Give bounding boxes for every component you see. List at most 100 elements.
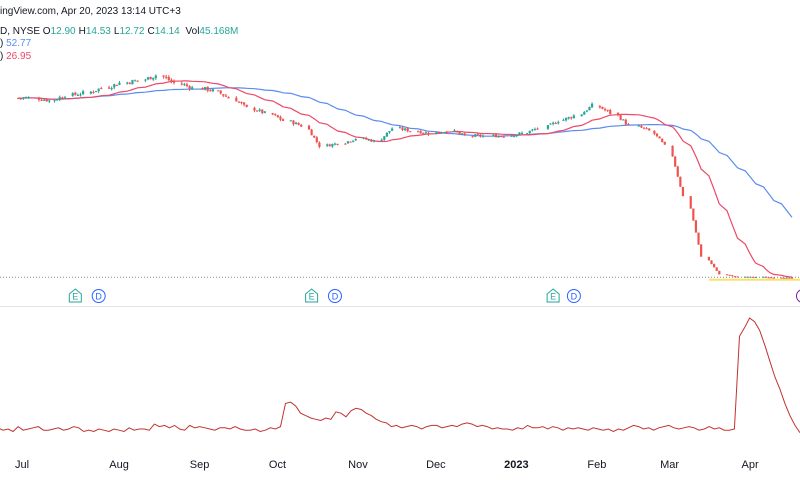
- dividend-marker: D: [91, 289, 106, 303]
- candle-body: [162, 75, 165, 77]
- candle: [352, 140, 355, 143]
- volume-label: Vol: [185, 26, 200, 37]
- candle: [362, 137, 365, 140]
- candle: [476, 132, 479, 136]
- candle-body: [590, 103, 594, 108]
- dividend-marker: D: [327, 289, 342, 303]
- candle-body: [780, 277, 783, 279]
- candle-body: [183, 84, 186, 86]
- candle-body: [383, 136, 386, 140]
- candle: [471, 135, 474, 138]
- candle: [572, 114, 575, 119]
- candle: [310, 128, 313, 136]
- candle: [242, 101, 246, 107]
- candle: [603, 107, 607, 112]
- ma-slow-legend[interactable]: ) 52.77: [0, 38, 31, 50]
- candle: [619, 114, 622, 121]
- x-tick-label: Jul: [15, 459, 29, 471]
- candle-body: [500, 136, 503, 138]
- candle-body: [474, 134, 477, 137]
- candle: [624, 118, 627, 126]
- candle: [43, 98, 46, 102]
- candle-body: [349, 141, 352, 143]
- candle: [479, 133, 482, 138]
- candle: [445, 130, 448, 134]
- candle-body: [513, 136, 516, 138]
- candle-body: [401, 127, 404, 130]
- candle: [165, 74, 168, 80]
- oscillator-pane[interactable]: [0, 317, 800, 433]
- candle-body: [326, 144, 329, 146]
- candle: [133, 79, 137, 82]
- candle-body: [274, 114, 277, 116]
- candle: [567, 116, 570, 120]
- ma-fast-legend[interactable]: ) 26.95: [0, 51, 31, 63]
- candle-body: [409, 131, 412, 133]
- candle-body: [588, 107, 591, 111]
- candle: [770, 276, 773, 279]
- candle-body: [367, 139, 370, 141]
- candle-body: [289, 120, 292, 122]
- candle: [715, 267, 718, 272]
- candle: [642, 127, 646, 130]
- candle-body: [564, 117, 568, 121]
- ma-slow-value: 52.77: [6, 38, 32, 49]
- dividend-badge: [91, 289, 106, 303]
- candle-body: [313, 135, 316, 138]
- candle-body: [554, 123, 557, 125]
- candle: [552, 121, 555, 126]
- candle-body: [533, 129, 537, 131]
- candle-body: [149, 76, 152, 80]
- candle-body: [549, 123, 552, 125]
- candle: [697, 232, 700, 245]
- candle-body: [219, 90, 222, 94]
- candle: [115, 84, 118, 86]
- ohlc-label-H: H: [78, 26, 86, 37]
- candle: [162, 75, 165, 79]
- marker-label: E: [550, 292, 556, 302]
- candle-body: [645, 128, 648, 130]
- candle: [279, 115, 282, 122]
- candle: [274, 113, 277, 116]
- candle-body: [567, 117, 570, 119]
- ohlc-value-C: 14.14: [154, 26, 180, 37]
- candle: [217, 90, 220, 92]
- candle-body: [263, 111, 266, 113]
- candle-body: [74, 92, 77, 95]
- ma-slow-line: [18, 87, 793, 218]
- candle-body: [424, 132, 427, 134]
- candle-body: [627, 124, 630, 126]
- candle: [185, 82, 189, 88]
- candle: [764, 276, 768, 278]
- candle-body: [609, 110, 612, 114]
- candle: [492, 133, 495, 137]
- candle-body: [240, 101, 243, 104]
- candle-body: [310, 129, 313, 136]
- candle: [590, 102, 594, 108]
- ohlc-label-C: C: [147, 26, 155, 37]
- candle-body: [785, 277, 788, 279]
- candle-body: [170, 79, 173, 82]
- price-pane[interactable]: [0, 74, 800, 281]
- candle-body: [48, 100, 51, 102]
- candle: [100, 86, 103, 90]
- candle: [97, 88, 100, 94]
- candle-body: [27, 97, 30, 99]
- candle-body: [370, 139, 373, 142]
- earnings-badge: [546, 288, 560, 303]
- earnings-marker: E: [305, 288, 319, 303]
- candle: [245, 104, 248, 108]
- candle: [515, 134, 518, 138]
- candle: [110, 86, 113, 91]
- candle: [328, 143, 331, 147]
- candle: [767, 277, 770, 279]
- candle: [679, 176, 682, 187]
- candle: [692, 208, 695, 221]
- candle-body: [242, 102, 246, 105]
- candle-body: [235, 97, 238, 102]
- candle: [271, 112, 274, 116]
- candle: [674, 155, 677, 167]
- candle: [263, 110, 266, 114]
- candle: [76, 93, 80, 96]
